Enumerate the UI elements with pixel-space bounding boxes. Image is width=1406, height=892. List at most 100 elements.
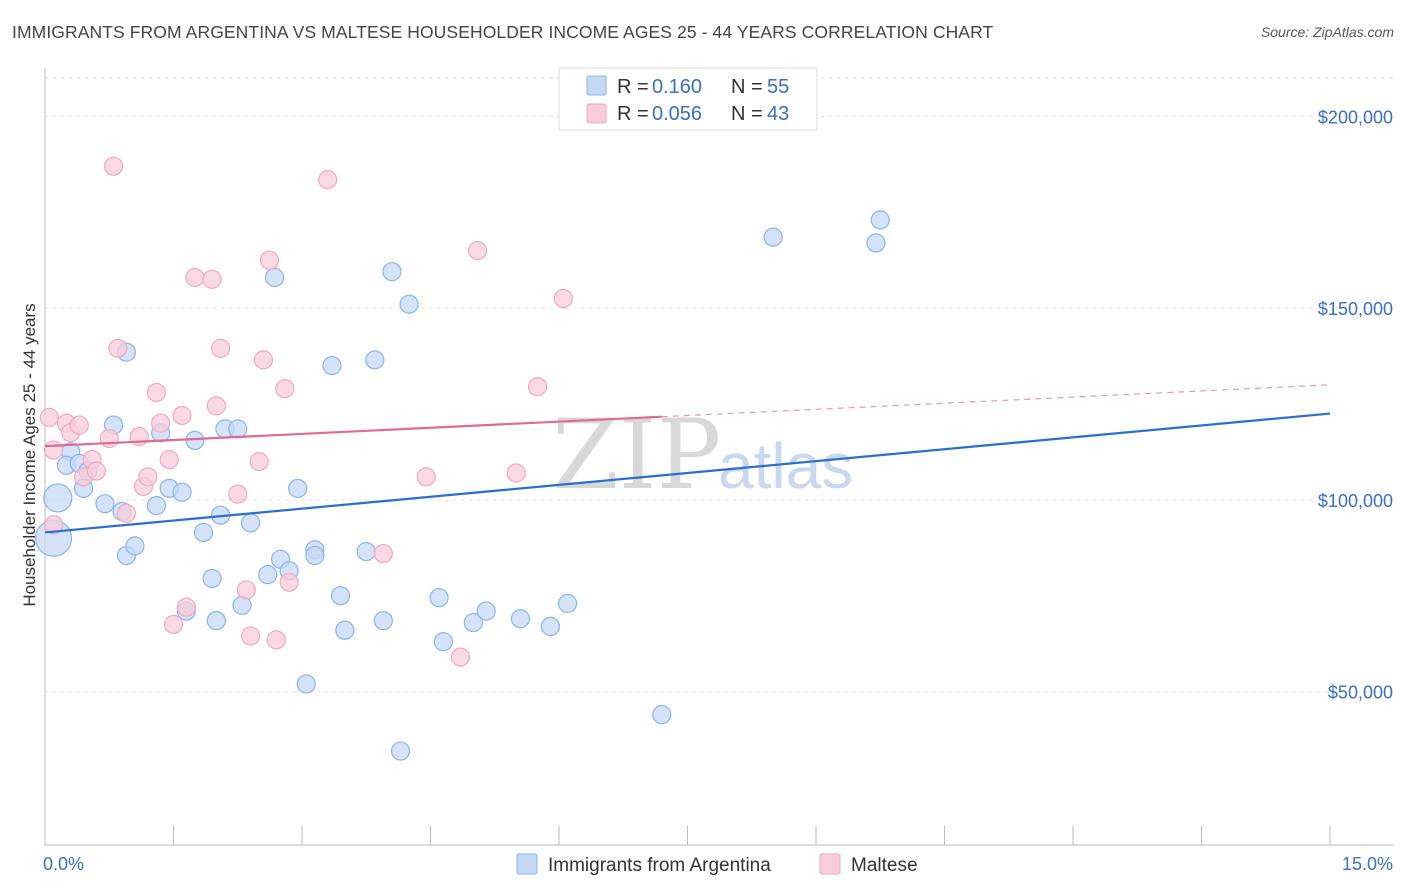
argentina-point-29 <box>296 674 316 694</box>
legend-r-label-1: R = <box>617 76 649 98</box>
series-maltese-points <box>39 156 573 667</box>
maltese-point-26 <box>236 580 256 600</box>
chart-source: Source: ZipAtlas.com <box>1260 24 1394 40</box>
x-tick-label-min: 0.0% <box>43 854 84 874</box>
maltese-point-9 <box>103 156 124 176</box>
maltese-point-27 <box>241 626 261 646</box>
maltese-point-1 <box>43 515 64 535</box>
argentina-point-17 <box>193 522 214 543</box>
legend-r-label-2: R = <box>617 103 649 125</box>
maltese-point-37 <box>450 647 471 667</box>
chart-title: IMMIGRANTS FROM ARGENTINA VS MALTESE HOU… <box>12 22 994 42</box>
maltese-point-25 <box>228 484 248 504</box>
maltese-point-39 <box>506 463 526 483</box>
y-tick-labels: $50,000 $100,000 $150,000 $200,000 <box>1318 107 1393 702</box>
argentina-point-39 <box>390 741 411 761</box>
maltese-point-28 <box>249 451 269 472</box>
bottom-legend-swatch-maltese <box>819 853 841 875</box>
argentina-point-46 <box>540 616 561 637</box>
watermark-zip: ZIP <box>552 399 721 511</box>
maltese-point-7 <box>86 461 107 481</box>
argentina-point-23 <box>241 513 261 533</box>
argentina-point-11 <box>125 536 145 556</box>
y-axis-label: Householder Income Ages 25 - 44 years <box>20 303 39 606</box>
watermark: ZIP atlas <box>552 399 853 511</box>
legend-r-value-2: 0.056 <box>652 103 702 125</box>
argentina-point-47 <box>557 593 578 613</box>
argentina-point-48 <box>652 705 672 725</box>
legend-n-value-1: 55 <box>767 76 789 98</box>
maltese-point-42 <box>39 407 59 427</box>
argentina-point-43 <box>463 612 483 633</box>
argentina-point-38 <box>382 262 402 282</box>
y-tick-label-2: $150,000 <box>1318 299 1393 319</box>
maltese-point-23 <box>206 396 226 416</box>
argentina-point-40 <box>399 294 419 314</box>
argentina-point-25 <box>264 267 285 288</box>
maltese-point-34 <box>318 170 338 190</box>
maltese-point-4 <box>69 415 89 435</box>
y-tick-label-0: $50,000 <box>1328 683 1393 703</box>
legend: R = 0.160 N = 55 R = 0.056 N = 43 <box>558 67 818 131</box>
argentina-point-28 <box>288 478 308 498</box>
maltese-point-21 <box>185 267 205 288</box>
maltese-point-11 <box>116 503 136 523</box>
argentina-point-37 <box>373 611 393 631</box>
argentina-point-36 <box>365 350 385 370</box>
argentina-point-16 <box>185 430 205 451</box>
watermark-atlas: atlas <box>718 430 853 502</box>
argentina-trend-line <box>44 412 1331 534</box>
maltese-point-14 <box>138 467 158 487</box>
maltese-point-36 <box>416 467 436 487</box>
argentina-point-31 <box>305 545 325 566</box>
argentina-point-13 <box>146 496 166 516</box>
maltese-point-33 <box>279 572 299 592</box>
bottom-legend-label-argentina: Immigrants from Argentina <box>548 855 771 876</box>
argentina-point-49 <box>763 227 783 247</box>
legend-swatch-maltese <box>586 103 607 124</box>
argentina-point-21 <box>228 419 248 439</box>
maltese-point-31 <box>266 630 286 650</box>
legend-r-value-1: 0.160 <box>652 76 702 98</box>
maltese-point-32 <box>275 379 295 399</box>
maltese-point-22 <box>202 269 222 289</box>
maltese-trend-line <box>44 415 662 448</box>
maltese-point-15 <box>146 382 166 403</box>
maltese-point-19 <box>163 614 184 635</box>
argentina-point-8 <box>95 494 115 514</box>
maltese-point-0 <box>43 440 64 460</box>
legend-n-value-2: 43 <box>767 103 789 125</box>
y-tick-label-3: $200,000 <box>1318 107 1393 127</box>
maltese-point-20 <box>176 597 196 617</box>
argentina-point-50 <box>866 233 886 253</box>
argentina-point-42 <box>433 632 453 652</box>
argentina-point-32 <box>322 356 342 376</box>
argentina-point-44 <box>476 601 496 621</box>
bottom-legend: Immigrants from Argentina Maltese <box>516 853 918 876</box>
maltese-point-35 <box>373 543 393 564</box>
argentina-point-1 <box>43 483 73 513</box>
argentina-point-51 <box>870 210 890 230</box>
argentina-point-35 <box>356 542 376 562</box>
maltese-point-8 <box>99 428 119 449</box>
y-tick-label-1: $100,000 <box>1318 491 1393 511</box>
bottom-legend-label-maltese: Maltese <box>851 855 918 876</box>
maltese-point-10 <box>108 338 128 358</box>
x-tick-label-max: 15.0% <box>1342 854 1393 874</box>
argentina-point-15 <box>172 482 192 502</box>
maltese-point-29 <box>253 350 274 370</box>
argentina-point-33 <box>330 586 351 606</box>
bottom-legend-swatch-argentina <box>516 853 538 875</box>
maltese-point-24 <box>211 338 231 358</box>
maltese-point-41 <box>553 288 573 309</box>
argentina-point-34 <box>335 620 355 640</box>
argentina-point-45 <box>510 609 531 629</box>
maltese-point-38 <box>468 240 488 261</box>
maltese-point-40 <box>527 377 548 397</box>
maltese-point-17 <box>159 449 179 470</box>
argentina-point-19 <box>206 611 226 631</box>
argentina-point-18 <box>202 568 222 589</box>
legend-swatch-argentina <box>586 75 607 96</box>
maltese-point-16 <box>151 413 171 433</box>
